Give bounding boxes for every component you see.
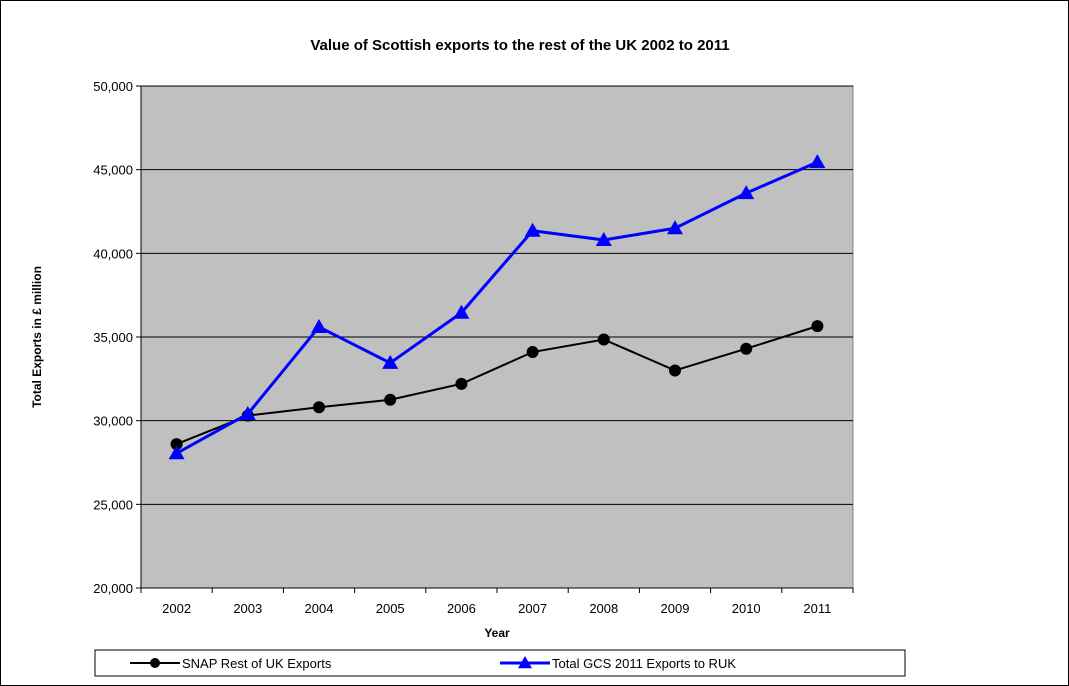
x-tick-label: 2003 bbox=[233, 601, 262, 616]
data-point bbox=[526, 346, 539, 359]
data-point bbox=[170, 438, 183, 451]
data-point bbox=[595, 231, 612, 246]
y-tick-label: 20,000 bbox=[93, 581, 133, 596]
series-line bbox=[175, 160, 818, 455]
data-point bbox=[455, 377, 468, 390]
y-tick-label: 45,000 bbox=[93, 163, 133, 178]
data-point bbox=[313, 401, 325, 414]
legend-marker bbox=[150, 658, 160, 668]
x-tick-label: 2007 bbox=[518, 601, 547, 616]
x-axis-ticks: 2002 2003 2004 2005 2006 2007 2008 2009 2010 2011 bbox=[140, 587, 854, 616]
legend: SNAP Rest of UK Exports Total GCS 2011 Ex… bbox=[94, 649, 906, 677]
legend-item: SNAP Rest of UK Exports bbox=[130, 656, 332, 671]
data-point bbox=[453, 304, 470, 319]
series-line bbox=[176, 325, 818, 446]
data-point bbox=[738, 185, 755, 200]
y-axis-ticks: 20,000 25,000 30,000 35,000 40,000 45,000 50,0… bbox=[93, 79, 142, 596]
chart-title: Value of Scottish exports to the rest of… bbox=[310, 37, 729, 54]
data-point bbox=[669, 364, 681, 377]
data-point bbox=[311, 318, 327, 333]
x-tick-label: 2006 bbox=[447, 601, 476, 616]
data-point bbox=[384, 393, 397, 406]
y-tick-label: 50,000 bbox=[93, 79, 133, 94]
data-point bbox=[524, 222, 541, 237]
x-axis-label: Year bbox=[484, 626, 510, 640]
data-point bbox=[597, 333, 610, 346]
x-tick-label: 2004 bbox=[305, 601, 334, 616]
legend-marker bbox=[518, 656, 532, 669]
gridlines bbox=[141, 85, 853, 505]
x-tick-label: 2010 bbox=[732, 601, 761, 616]
legend-label: Total GCS 2011 Exports to RUK bbox=[552, 656, 736, 671]
data-point bbox=[809, 154, 826, 169]
data-point bbox=[382, 354, 399, 369]
y-tick-label: 40,000 bbox=[93, 246, 133, 261]
x-tick-label: 2011 bbox=[803, 601, 831, 616]
data-point bbox=[667, 220, 683, 235]
data-point bbox=[740, 342, 753, 355]
series-layer bbox=[168, 154, 826, 460]
x-tick-label: 2009 bbox=[661, 601, 690, 616]
y-tick-label: 25,000 bbox=[93, 497, 133, 512]
series-2 bbox=[168, 154, 826, 460]
x-tick-label: 2002 bbox=[162, 601, 191, 616]
y-axis-label: Total Exports in £ million bbox=[30, 266, 44, 408]
data-point bbox=[168, 445, 185, 460]
data-point bbox=[239, 405, 256, 420]
y-tick-label: 35,000 bbox=[93, 330, 133, 345]
x-tick-label: 2008 bbox=[589, 601, 618, 616]
data-point bbox=[811, 320, 824, 333]
legend-label: SNAP Rest of UK Exports bbox=[182, 656, 332, 671]
legend-item: Total GCS 2011 Exports to RUK bbox=[500, 656, 736, 671]
y-tick-label: 30,000 bbox=[93, 414, 133, 429]
x-tick-label: 2005 bbox=[376, 601, 405, 616]
